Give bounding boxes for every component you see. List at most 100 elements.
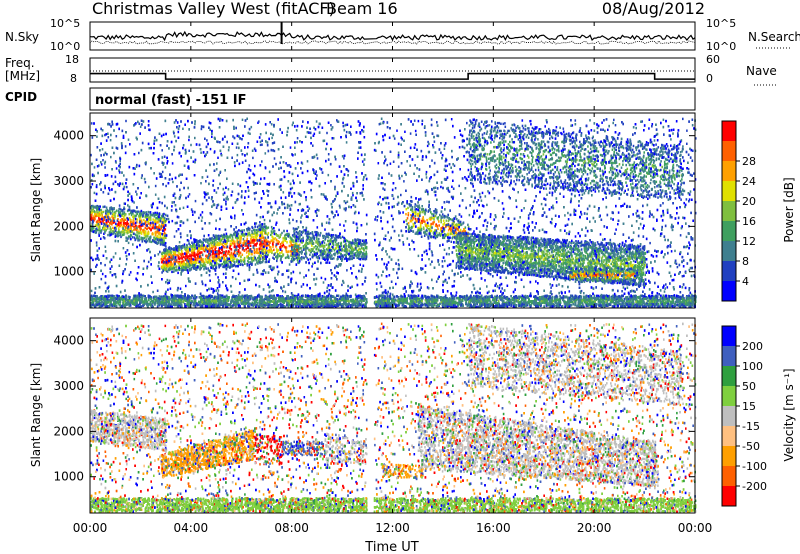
echo-point: [277, 240, 279, 242]
echo-point: [129, 236, 131, 238]
echo-point: [111, 220, 113, 222]
echo-point: [122, 209, 124, 211]
echo-point: [358, 239, 360, 241]
echo-point: [162, 255, 164, 257]
echo-point: [346, 245, 348, 247]
echo-point: [331, 234, 333, 236]
echo-point: [261, 237, 263, 239]
echo-point: [253, 236, 255, 238]
echo-point: [450, 218, 452, 220]
echo-point: [291, 258, 293, 260]
echo-point: [231, 260, 233, 262]
echo-point: [197, 255, 199, 257]
echo-point: [307, 231, 309, 233]
echo-point: [244, 250, 246, 252]
echo-point: [135, 224, 137, 226]
echo-point: [119, 234, 121, 236]
echo-point: [306, 252, 308, 254]
echo-point: [467, 224, 469, 226]
echo-point: [155, 242, 157, 244]
nave-tick-bottom: 0: [706, 72, 713, 85]
echo-point: [149, 219, 151, 221]
echo-point: [320, 232, 322, 234]
echo-point: [256, 242, 258, 244]
echo-point: [94, 210, 96, 212]
echo-point: [194, 245, 196, 247]
echo-point: [157, 221, 159, 223]
echo-point: [113, 213, 115, 215]
echo-point: [256, 232, 258, 234]
echo-point: [117, 223, 119, 225]
echo-point: [210, 267, 212, 269]
echo-point: [222, 266, 224, 268]
echo-point: [97, 208, 99, 210]
echo-point: [95, 205, 97, 207]
echo-point: [145, 227, 147, 229]
echo-point: [167, 249, 169, 251]
echo-point: [268, 226, 270, 228]
echo-point: [155, 238, 157, 240]
echo-point: [212, 255, 214, 257]
echo-point: [272, 240, 274, 242]
echo-point: [169, 251, 171, 253]
echo-point: [234, 243, 236, 245]
echo-point: [231, 252, 233, 254]
echo-point: [134, 237, 136, 239]
echo-point: [136, 214, 138, 216]
echo-point: [142, 238, 144, 240]
echo-point: [259, 224, 261, 226]
echo-point: [293, 235, 295, 237]
echo-point: [244, 240, 246, 242]
echo-point: [212, 267, 214, 269]
echo-point: [238, 249, 240, 251]
echo-point: [344, 258, 346, 260]
echo-point: [183, 266, 185, 268]
echo-point: [134, 228, 136, 230]
echo-point: [112, 230, 114, 232]
echo-point: [147, 240, 149, 242]
echo-point: [423, 228, 425, 230]
echo-point: [280, 255, 282, 257]
echo-point: [297, 240, 299, 242]
echo-point: [221, 252, 223, 254]
echo-point: [130, 227, 132, 229]
echo-point: [411, 226, 413, 228]
echo-point: [325, 236, 327, 238]
echo-point: [310, 258, 312, 260]
echo-point: [269, 246, 271, 248]
echo-point: [187, 269, 189, 271]
echo-point: [232, 265, 234, 267]
echo-point: [214, 248, 216, 250]
noise-panel-frame: [90, 22, 695, 50]
echo-point: [211, 263, 213, 265]
echo-point: [102, 206, 104, 208]
echo-point: [441, 233, 443, 235]
echo-point: [272, 246, 274, 248]
cpid-text: normal (fast) -151 IF: [95, 93, 246, 108]
echo-point: [419, 230, 421, 232]
echo-point: [444, 222, 446, 224]
echo-point: [164, 220, 166, 222]
echo-point: [222, 236, 224, 238]
echo-point: [413, 225, 415, 227]
echo-point: [200, 241, 202, 243]
echo-point: [336, 247, 338, 249]
echo-point: [359, 251, 361, 253]
echo-point: [326, 233, 328, 235]
echo-point: [447, 233, 449, 235]
echo-point: [420, 232, 422, 234]
echo-point: [248, 250, 250, 252]
echo-point: [136, 231, 138, 233]
echo-point: [247, 260, 249, 262]
echo-point: [448, 220, 450, 222]
echo-point: [405, 220, 407, 222]
echo-point: [310, 232, 312, 234]
echo-point: [176, 269, 178, 271]
echo-point: [159, 213, 161, 215]
echo-point: [183, 260, 185, 262]
echo-point: [330, 252, 332, 254]
echo-point: [212, 252, 214, 254]
echo-point: [448, 229, 450, 231]
echo-point: [214, 240, 216, 242]
echo-point: [431, 223, 433, 225]
